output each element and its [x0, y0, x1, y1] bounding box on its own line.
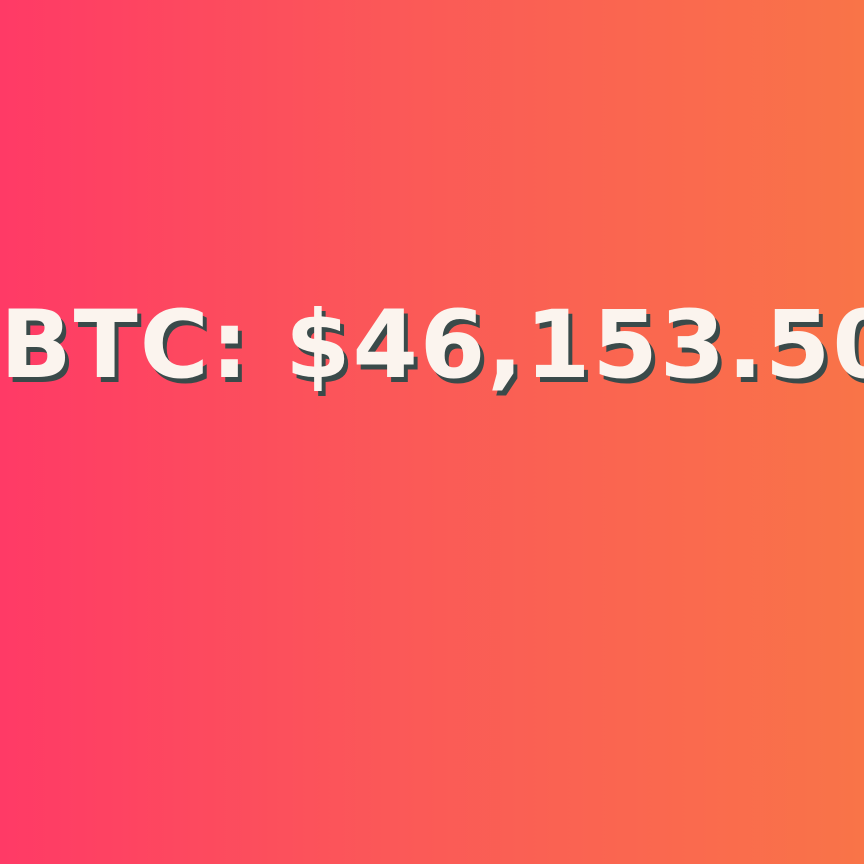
- btc-price-text: BTC: $46,153.50: [0, 291, 864, 400]
